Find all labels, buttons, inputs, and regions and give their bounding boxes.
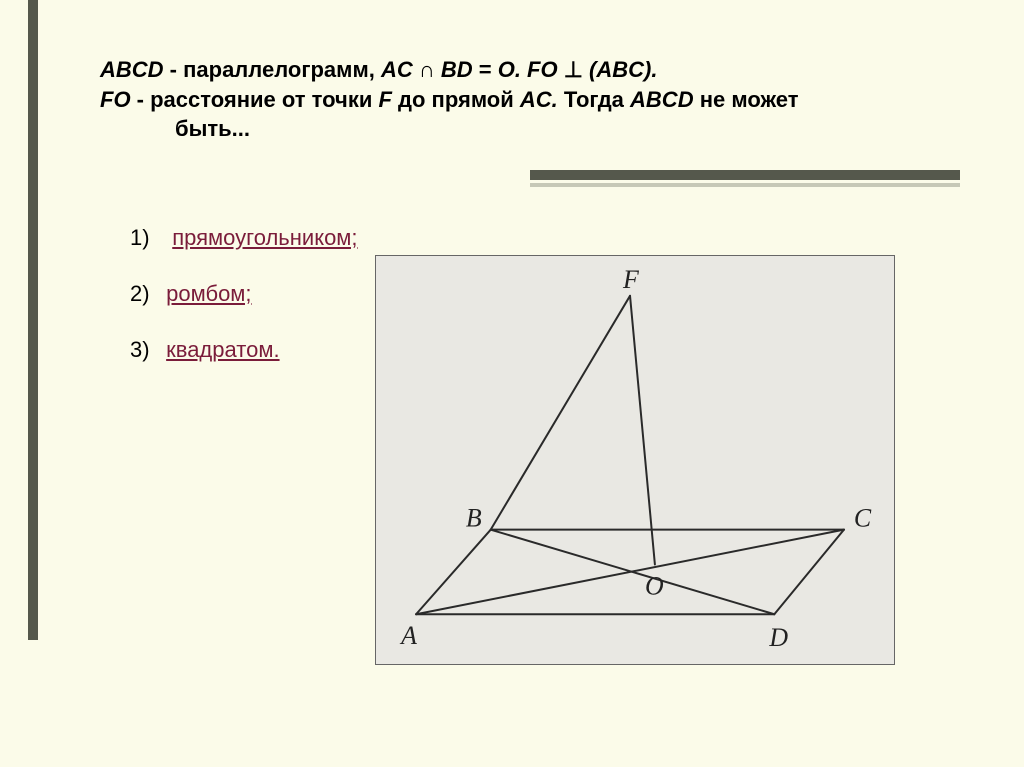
answer-options: 1) прямоугольником; 2) ромбом; 3) квадра… — [130, 225, 358, 393]
svg-text:O: O — [645, 571, 664, 600]
txt: быть... — [175, 116, 250, 141]
txt: AC. — [520, 87, 558, 112]
geometry-figure: A B C D O F — [375, 255, 895, 665]
txt: до прямой — [392, 87, 520, 112]
question-text: ABCD - параллелограмм, AC ∩ BD = O. FO ⊥… — [100, 55, 920, 144]
decorative-rules — [530, 170, 960, 187]
txt: ⊥ — [558, 57, 589, 82]
geometry-svg: A B C D O F — [376, 256, 894, 664]
txt: не может — [694, 87, 799, 112]
option-link-square[interactable]: квадратом. — [166, 337, 279, 362]
option-1: 1) прямоугольником; — [130, 225, 358, 251]
txt: F — [378, 87, 391, 112]
txt: AC — [381, 57, 413, 82]
txt: ∩ — [413, 57, 441, 82]
svg-text:A: A — [399, 621, 417, 650]
txt: Тогда — [558, 87, 630, 112]
svg-text:D: D — [768, 623, 788, 652]
option-link-rhombus[interactable]: ромбом; — [166, 281, 251, 306]
rule-thin — [530, 183, 960, 187]
txt: BD — [441, 57, 473, 82]
txt: = — [473, 57, 498, 82]
txt: - расстояние от точки — [131, 87, 379, 112]
option-num: 3) — [130, 337, 160, 363]
txt: FO — [100, 87, 131, 112]
txt: O. FO — [498, 57, 558, 82]
txt: ABCD — [630, 87, 694, 112]
option-2: 2) ромбом; — [130, 281, 358, 307]
option-3: 3) квадратом. — [130, 337, 358, 363]
left-vertical-rule — [28, 0, 38, 640]
txt: (ABC). — [589, 57, 657, 82]
svg-text:B: B — [466, 504, 482, 533]
option-link-rectangle[interactable]: прямоугольником; — [172, 225, 357, 250]
rule-thick — [530, 170, 960, 180]
txt: - параллелограмм, — [164, 57, 381, 82]
svg-text:C: C — [854, 504, 872, 533]
txt: ABCD — [100, 57, 164, 82]
option-num: 1) — [130, 225, 160, 251]
svg-text:F: F — [622, 265, 640, 294]
option-num: 2) — [130, 281, 160, 307]
